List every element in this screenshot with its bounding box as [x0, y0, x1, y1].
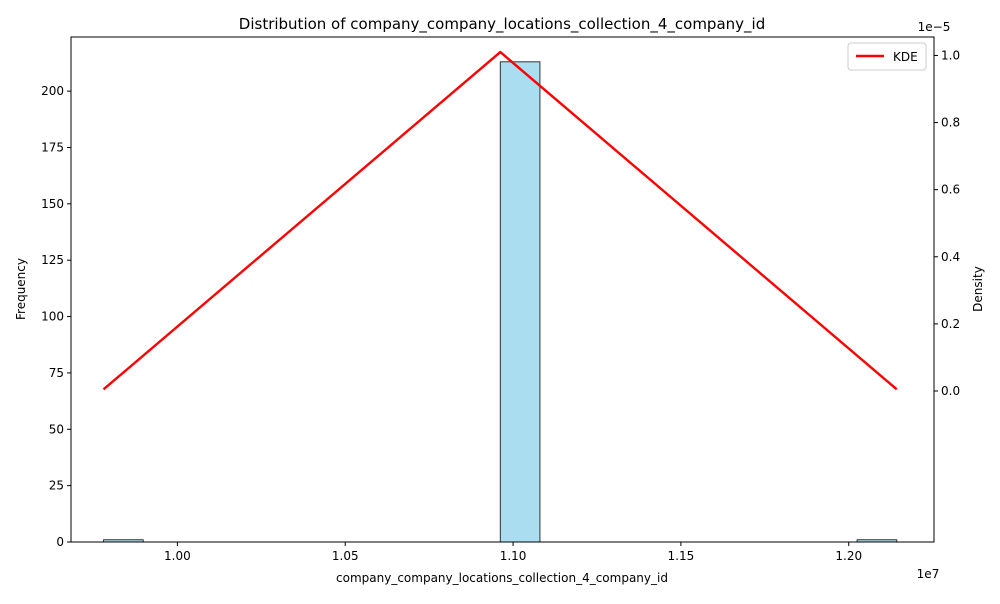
right-axis-offset-label: 1e−5	[918, 20, 951, 34]
y-tick-label: 50	[49, 422, 64, 436]
x-tick-label: 1.10	[500, 549, 527, 563]
y-axis-label: Frequency	[14, 258, 28, 320]
kde-line	[102, 50, 898, 391]
right-y-tick-label: 0.8	[941, 116, 960, 130]
right-y-tick-label: 0.0	[941, 384, 960, 398]
plot-frame	[70, 36, 935, 543]
x-tick-label: 1.20	[835, 549, 862, 563]
axes: 1.00 1.05 1.10 1.15 1.20 0 25 50 75 100 125 150 175 2…	[41, 36, 960, 563]
right-y-tick-label: 0.2	[941, 317, 960, 331]
x-tick-label: 1.05	[332, 549, 359, 563]
x-axis-label: company_company_locations_collection_4_c…	[336, 571, 668, 585]
legend-kde-label: KDE	[893, 50, 918, 64]
legend: KDE	[847, 42, 927, 71]
y-tick-label: 150	[41, 197, 64, 211]
x-axis-offset-label: 1e7	[917, 567, 940, 581]
histogram-bar	[499, 61, 541, 543]
chart-title: Distribution of company_company_location…	[239, 15, 765, 34]
y-tick-label: 75	[49, 366, 64, 380]
right-y-tick-label: 0.6	[941, 183, 960, 197]
y-tick-label: 25	[49, 479, 64, 493]
y-tick-label: 0	[56, 535, 64, 549]
right-y-tick-label: 0.4	[941, 250, 960, 264]
x-tick-label: 1.15	[668, 549, 695, 563]
y-tick-label: 200	[41, 84, 64, 98]
right-y-axis-label: Density	[971, 266, 985, 312]
legend-box	[847, 42, 927, 71]
x-tick-label: 1.00	[164, 549, 191, 563]
y-tick-label: 125	[41, 253, 64, 267]
y-tick-label: 100	[41, 310, 64, 324]
y-tick-label: 175	[41, 140, 64, 154]
right-y-tick-label: 1.0	[941, 48, 960, 62]
plot-area	[102, 50, 898, 543]
